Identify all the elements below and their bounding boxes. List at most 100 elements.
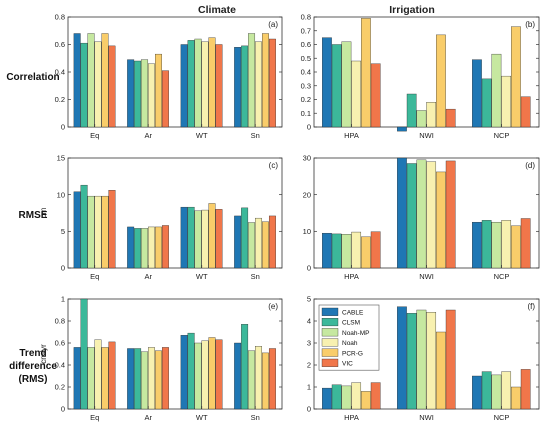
legend-entry: PCR-G xyxy=(342,350,363,357)
bar-cable-ar xyxy=(127,226,135,269)
axes-frame xyxy=(67,298,283,410)
bar-cable-hpa xyxy=(322,232,332,269)
bar-vic-sn xyxy=(268,215,276,269)
panel-label: (d) xyxy=(525,161,535,170)
x-tick-label: HPA xyxy=(344,131,359,140)
bar-cable-wt xyxy=(180,44,188,128)
panel-d: 0 10 20 30 (d) HPA NWI NCP xyxy=(303,154,540,281)
y-tick-label: 15 xyxy=(57,154,65,163)
bar-pcr-g-wt xyxy=(208,203,216,269)
bar-clsm-hpa xyxy=(331,44,342,128)
bar-noah-mp-eq xyxy=(87,33,95,128)
y-tick-label: 1 xyxy=(61,295,65,304)
bar-vic-ar xyxy=(161,70,169,128)
bar-noah-wt xyxy=(201,41,209,128)
x-tick-label: Eq xyxy=(90,413,99,422)
bar-pcr-g-ncp xyxy=(511,386,521,410)
bar-noah-sn xyxy=(255,41,262,128)
bar-cable-wt xyxy=(180,206,188,269)
x-tick-label: Ar xyxy=(145,131,153,140)
bar-noah-ar xyxy=(148,226,155,269)
row-title-rmse: RMSE xyxy=(19,210,48,221)
legend-swatch xyxy=(321,338,339,347)
bar-clsm-wt xyxy=(187,332,195,410)
bar-cable-eq xyxy=(73,347,81,410)
panel-e: 0 0.2 0.4 0.6 0.8 1 cm/yr (e) Eq Ar WT Sn xyxy=(39,295,283,422)
bar-cable-sn xyxy=(234,342,242,410)
bar-vic-wt xyxy=(215,44,223,128)
bar-noah-sn xyxy=(255,217,262,269)
x-tick-label: HPA xyxy=(344,272,359,281)
x-tick-label: Ar xyxy=(145,413,153,422)
x-tick-label: NWI xyxy=(419,131,434,140)
row-title-correlation: Correlation xyxy=(6,72,59,83)
y-tick-label: 0 xyxy=(61,123,65,132)
bar-clsm-nwi xyxy=(406,93,417,128)
bar-noah-nwi xyxy=(426,161,437,269)
bar-vic-eq xyxy=(108,190,116,269)
bar-clsm-sn xyxy=(241,324,249,410)
bar-noah-mp-hpa xyxy=(341,385,352,410)
bar-cable-ar xyxy=(127,348,135,410)
bar-clsm-eq xyxy=(80,42,88,128)
bar-noah-mp-sn xyxy=(248,33,256,128)
bar-cable-eq xyxy=(73,191,81,269)
bar-cable-sn xyxy=(234,47,242,128)
bar-vic-ar xyxy=(161,347,169,410)
bar-noah-mp-ncp xyxy=(491,53,502,128)
bar-vic-hpa xyxy=(370,231,381,269)
bar-vic-eq xyxy=(108,341,116,410)
bar-noah-hpa xyxy=(351,231,362,269)
y-tick-label: 10 xyxy=(57,190,65,199)
bar-cable-ncp xyxy=(472,59,482,128)
legend-swatch xyxy=(321,358,339,367)
bar-pcr-g-hpa xyxy=(361,391,371,410)
legend-swatch xyxy=(321,318,339,327)
bar-clsm-ar xyxy=(134,228,142,269)
bar-noah-mp-ar xyxy=(141,59,149,128)
y-tick-label: 2 xyxy=(307,361,311,370)
y-axis-label: cm/yr xyxy=(39,344,48,364)
bar-clsm-wt xyxy=(187,206,195,269)
legend-entry: Noah xyxy=(342,340,358,347)
row-title-trend-line2: difference xyxy=(9,361,57,372)
bar-vic-hpa xyxy=(370,382,381,410)
y-tick-label: 0.6 xyxy=(301,40,311,49)
panel-b: 0 0.1 0.2 0.3 0.4 0.5 0.6 0.7 0.8 (b) HPA NWI NCP xyxy=(301,13,540,140)
bar-vic-nwi xyxy=(445,108,456,128)
y-tick-label: 0.5 xyxy=(301,54,311,63)
bar-clsm-wt xyxy=(187,40,195,128)
bar-noah-nwi xyxy=(426,312,437,410)
y-tick-label: 30 xyxy=(303,154,311,163)
bar-pcr-g-ar xyxy=(155,226,162,269)
bar-noah-hpa xyxy=(351,60,362,128)
y-tick-label: 1 xyxy=(307,383,311,392)
panel-c: 0 5 10 15 cm (c) Eq Ar WT Sn xyxy=(39,154,283,281)
axes-frame xyxy=(67,157,283,269)
panel-label: (e) xyxy=(268,302,278,311)
bar-noah-ar xyxy=(148,347,155,410)
bar-cable-hpa xyxy=(322,37,332,128)
panel-label: (b) xyxy=(525,20,535,29)
bar-noah-eq xyxy=(94,339,102,410)
y-tick-label: 20 xyxy=(303,190,311,199)
x-tick-label: NCP xyxy=(494,272,510,281)
bar-noah-hpa xyxy=(351,382,362,410)
bar-clsm-ar xyxy=(134,348,142,410)
x-tick-label: Sn xyxy=(251,413,260,422)
bar-pcr-g-nwi xyxy=(436,171,446,269)
y-tick-label: 5 xyxy=(61,227,65,236)
bar-noah-wt xyxy=(201,209,209,269)
panel-a: 0 0.2 0.4 0.6 0.8 (a) Eq Ar WT Sn xyxy=(55,13,283,140)
bar-clsm-nwi xyxy=(406,163,417,269)
bar-cable-nwi xyxy=(397,157,407,269)
x-tick-label: NCP xyxy=(494,131,510,140)
y-tick-label: 4 xyxy=(307,317,311,326)
legend-entry: VIC xyxy=(342,361,353,368)
chart-panels: 0 0.2 0.4 0.6 0.8 (a) Eq Ar WT Sn 0 0.1 0.2 0.3 0.4 0.5… xyxy=(39,13,540,422)
x-tick-label: Eq xyxy=(90,272,99,281)
bar-vic-sn xyxy=(268,348,276,410)
y-tick-label: 5 xyxy=(307,295,311,304)
y-tick-label: 0 xyxy=(307,405,311,414)
legend-swatch xyxy=(321,307,339,316)
